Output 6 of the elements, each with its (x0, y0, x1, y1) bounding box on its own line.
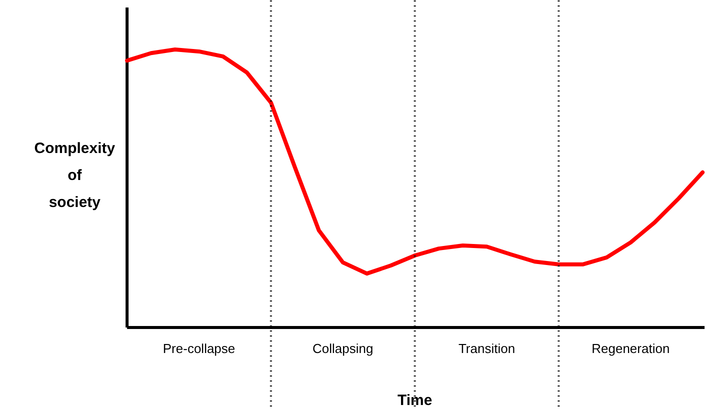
x-axis-title: Time (397, 392, 432, 409)
text: Regeneration (592, 341, 670, 356)
y-axis-title: Complexity of society (34, 140, 116, 212)
text: Pre-collapse (162, 341, 236, 356)
text: Transition (458, 341, 516, 356)
text: Collapsing (312, 341, 374, 356)
